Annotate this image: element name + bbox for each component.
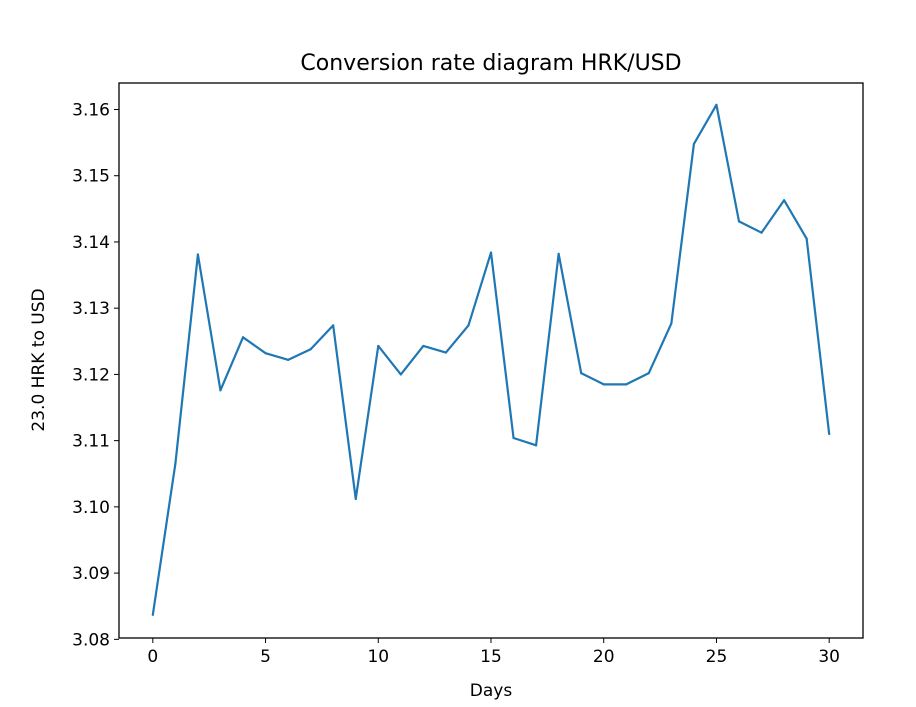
data-point [828,432,831,436]
data-point [196,253,200,256]
data-point [399,373,402,376]
data-point [805,237,808,240]
x-tick-label: 25 [706,647,728,667]
data-point [264,352,267,355]
y-tick-label: 3.14 [72,233,110,253]
data-point [760,231,763,234]
chart-title: Conversion rate diagram HRK/USD [300,51,681,76]
data-point [354,497,357,501]
series-group [151,103,831,616]
x-tick-label: 10 [367,647,389,667]
data-point [377,344,380,348]
data-point [670,322,673,325]
x-axis-ticks: 0 5 10 15 20 25 30 [147,638,840,667]
x-tick-label: 5 [260,647,271,667]
data-point [580,371,583,375]
data-point [692,142,696,146]
y-axis-label: 23.0 HRK to USD [29,288,49,431]
y-tick-label: 3.08 [72,630,110,650]
data-point [512,436,515,440]
x-tick-label: 0 [147,647,158,667]
plot-frame [118,82,864,639]
data-point [489,251,493,254]
data-point [241,336,245,339]
y-tick-label: 3.11 [72,432,110,452]
data-point [625,383,628,386]
data-point [737,220,741,223]
y-tick-label: 3.15 [72,167,110,187]
data-point [219,389,222,392]
data-point [332,324,335,327]
y-tick-label: 3.13 [72,299,110,319]
y-tick-label: 3.10 [72,498,110,518]
data-point [782,199,786,202]
data-point [467,324,470,327]
y-tick-label: 3.09 [72,564,110,584]
data-point [534,444,538,447]
data-point [557,252,560,255]
x-tick-label: 20 [593,647,615,667]
data-point [444,351,448,354]
data-point [422,344,425,348]
data-point [151,613,154,616]
data-point [715,103,718,106]
y-axis-ticks: 3.08 3.09 3.10 3.11 3.12 3.13 3.14 3.15 3.16 [72,100,119,650]
data-point [647,371,650,375]
x-tick-label: 30 [818,647,840,667]
data-point [174,462,177,465]
x-axis-label: Days [470,681,513,701]
data-point [602,383,605,386]
y-tick-label: 3.16 [72,100,110,120]
x-tick-label: 15 [480,647,502,667]
y-tick-label: 3.12 [72,365,110,385]
data-point [309,348,312,351]
data-point [286,358,290,361]
